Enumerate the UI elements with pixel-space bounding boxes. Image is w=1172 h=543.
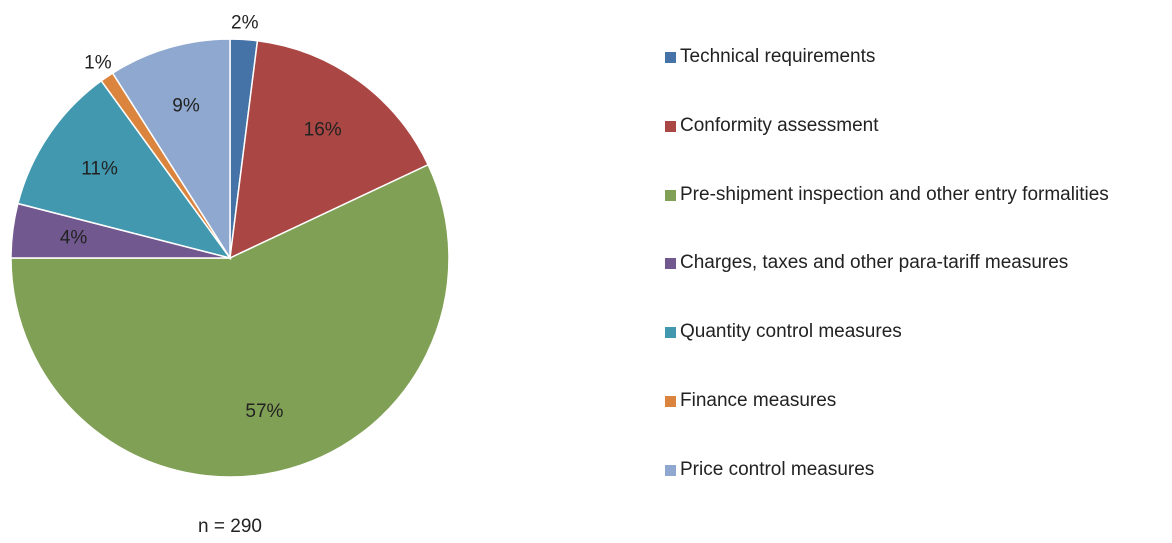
legend-label: Charges, taxes and other para-tariff mea… xyxy=(680,252,1069,274)
legend-swatch xyxy=(665,396,676,407)
data-label: 16% xyxy=(304,119,342,140)
legend-entry: Technical requirements xyxy=(665,46,1170,68)
pie-slice xyxy=(229,39,430,260)
data-label: 1% xyxy=(84,53,112,74)
legend-label: Finance measures xyxy=(680,390,837,411)
legend-swatch xyxy=(665,189,676,201)
data-label: 11% xyxy=(81,158,118,179)
legend-swatch xyxy=(665,464,676,476)
legend-entry: Finance measures xyxy=(665,390,1170,412)
data-label: 9% xyxy=(172,96,200,117)
pie-slice xyxy=(111,38,231,261)
legend-label: Pre-shipment inspection and other entry … xyxy=(680,183,1109,205)
data-label: 4% xyxy=(60,227,88,248)
legend-label: Price control measures xyxy=(680,458,875,480)
data-label: 2% xyxy=(231,12,259,33)
legend-label: Technical requirements xyxy=(680,46,876,67)
legend-entry: Charges, taxes and other para-tariff mea… xyxy=(665,252,1170,274)
legend-entry: Conformity assessment xyxy=(665,115,1170,137)
legend-label: Quantity control measures xyxy=(680,321,902,343)
legend-swatch xyxy=(665,52,676,63)
legend-swatch xyxy=(665,120,676,132)
annotation: n = 290 xyxy=(198,516,262,537)
pie-slice xyxy=(16,79,232,260)
legend-entry: Pre-shipment inspection and other entry … xyxy=(665,184,1170,206)
legend-entry: Quantity control measures xyxy=(665,321,1170,343)
legend-swatch xyxy=(665,258,676,270)
legend-swatch xyxy=(665,327,676,339)
pie-slice xyxy=(10,163,450,478)
data-label: 57% xyxy=(245,401,283,422)
legend-entry: Price control measures xyxy=(665,459,1170,481)
legend-label: Conformity assessment xyxy=(680,114,879,136)
